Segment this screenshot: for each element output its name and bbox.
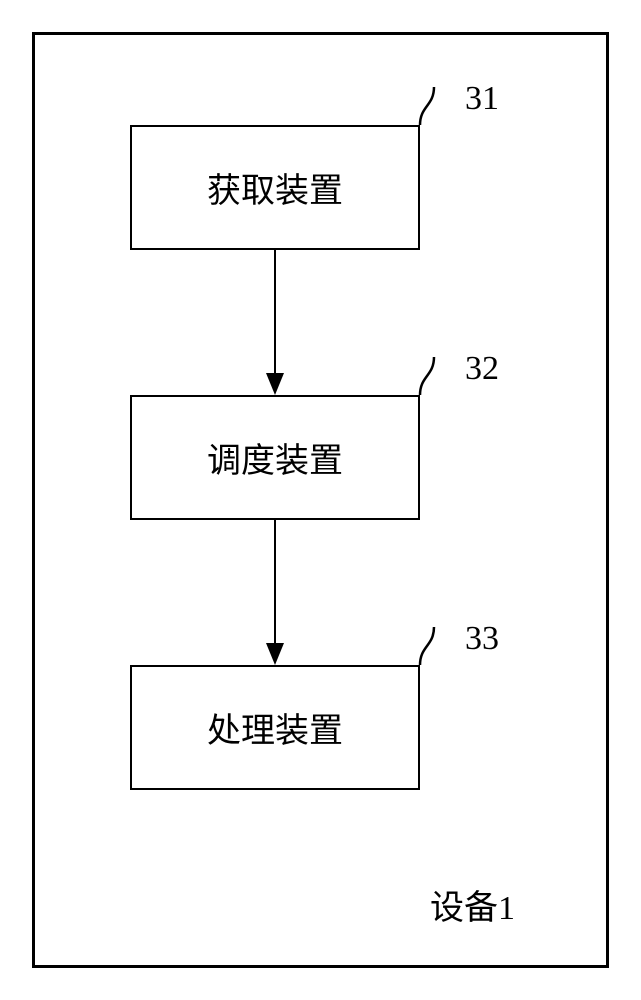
block-schedule: 调度装置 [130,395,420,520]
ref-label-32: 32 [465,350,499,388]
block-process: 处理装置 [130,665,420,790]
ref-label-33: 33 [465,620,499,658]
block-acquire: 获取装置 [130,125,420,250]
diagram-canvas: 获取装置 31 调度装置 32 处理装置 33 设备1 [0,0,641,1000]
ref-label-31: 31 [465,80,499,118]
block-schedule-label: 调度装置 [207,433,343,482]
caption-device-1: 设备1 [430,880,515,929]
block-acquire-label: 获取装置 [207,163,343,212]
block-process-label: 处理装置 [207,703,343,752]
